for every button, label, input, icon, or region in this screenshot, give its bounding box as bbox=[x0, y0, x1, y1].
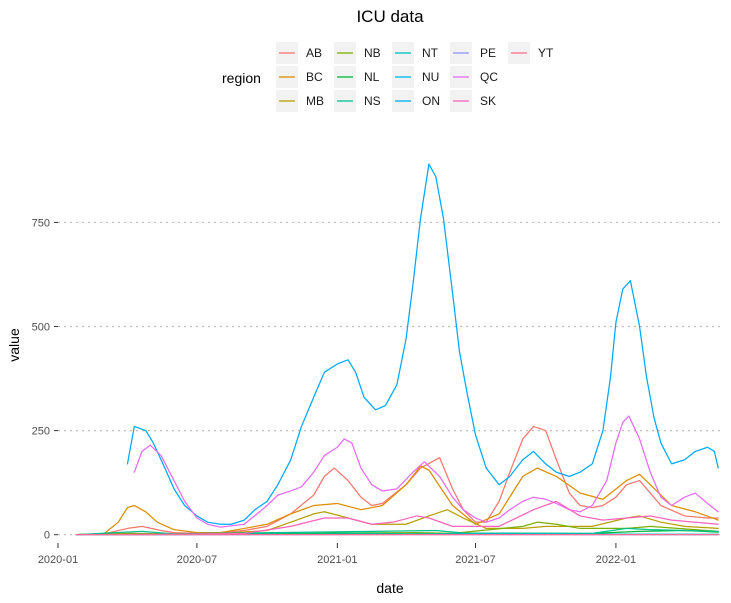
y-tick-label: 500 bbox=[32, 322, 50, 334]
series-line-qc bbox=[133, 415, 719, 528]
series-line-ns bbox=[75, 527, 719, 536]
y-tick-label: 0 bbox=[44, 530, 50, 542]
x-tick-label: 2021-07 bbox=[455, 554, 495, 566]
series-line-sk bbox=[75, 500, 719, 536]
legend-label-ab: AB bbox=[306, 46, 322, 60]
x-tick-label: 2020-07 bbox=[177, 554, 217, 566]
grid bbox=[58, 221, 722, 536]
legend-label-mb: MB bbox=[306, 94, 324, 108]
legend-label-nb: NB bbox=[364, 46, 381, 60]
series-layer bbox=[75, 163, 719, 536]
y-tick-label: 750 bbox=[32, 217, 50, 229]
legend-label-bc: BC bbox=[306, 70, 323, 84]
legend-label-nu: NU bbox=[422, 70, 439, 84]
legend: region AB BC MB NB NL NS NT NU ON PE QC SK YT bbox=[222, 42, 554, 112]
axes: 0 250 500 750 2020-01 2020-07 2021-01 2021-07 20… bbox=[32, 217, 636, 566]
legend-title: region bbox=[222, 70, 261, 86]
x-tick-label: 2022-01 bbox=[596, 554, 636, 566]
x-tick-label: 2021-01 bbox=[317, 554, 357, 566]
legend-label-nt: NT bbox=[422, 46, 439, 60]
y-tick-label: 250 bbox=[32, 426, 50, 438]
legend-label-ns: NS bbox=[364, 94, 381, 108]
legend-label-pe: PE bbox=[480, 46, 496, 60]
legend-label-sk: SK bbox=[480, 94, 496, 108]
legend-label-qc: QC bbox=[480, 70, 498, 84]
y-axis-title: value bbox=[6, 328, 22, 362]
x-tick-label: 2020-01 bbox=[38, 554, 78, 566]
x-axis-title: date bbox=[376, 580, 403, 596]
legend-label-on: ON bbox=[422, 94, 440, 108]
series-line-bc bbox=[75, 465, 719, 536]
legend-label-nl: NL bbox=[364, 70, 380, 84]
legend-label-yt: YT bbox=[538, 46, 554, 60]
chart-title: ICU data bbox=[356, 7, 424, 26]
series-line-on bbox=[126, 163, 719, 525]
